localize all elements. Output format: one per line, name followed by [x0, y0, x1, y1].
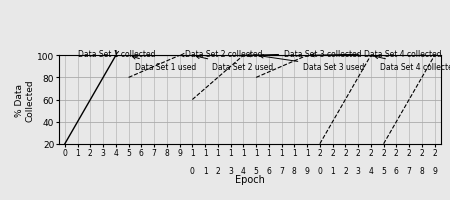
- Text: Data Set 3 collected: Data Set 3 collected: [247, 50, 362, 59]
- Text: 0: 0: [317, 166, 322, 175]
- Text: 6: 6: [394, 166, 399, 175]
- Text: Data Set 4 collected: Data Set 4 collected: [311, 50, 442, 59]
- Text: 3: 3: [228, 166, 233, 175]
- Text: 8: 8: [292, 166, 297, 175]
- Text: 9: 9: [432, 166, 437, 175]
- Text: 1: 1: [330, 166, 335, 175]
- Text: 5: 5: [254, 166, 259, 175]
- Text: 7: 7: [407, 166, 412, 175]
- Text: 5: 5: [381, 166, 386, 175]
- Text: 2: 2: [216, 166, 220, 175]
- Text: 1: 1: [203, 166, 207, 175]
- Text: 4: 4: [241, 166, 246, 175]
- Text: Data Set 1 used: Data Set 1 used: [132, 57, 196, 72]
- Text: Data Set 4 collected: Data Set 4 collected: [375, 56, 450, 72]
- Text: Data Set 1 collected: Data Set 1 collected: [77, 50, 155, 59]
- Y-axis label: % Data
Collected: % Data Collected: [15, 79, 34, 121]
- Text: 9: 9: [305, 166, 310, 175]
- Text: 0: 0: [190, 166, 195, 175]
- Text: Data Set 3 used: Data Set 3 used: [260, 55, 364, 72]
- Text: Data Set 2 collected: Data Set 2 collected: [181, 50, 262, 59]
- Text: 3: 3: [356, 166, 360, 175]
- Text: 8: 8: [419, 166, 424, 175]
- X-axis label: Epoch: Epoch: [235, 174, 265, 184]
- Text: 6: 6: [266, 166, 271, 175]
- Text: Data Set 2 used: Data Set 2 used: [196, 56, 273, 72]
- Text: 2: 2: [343, 166, 348, 175]
- Text: 7: 7: [279, 166, 284, 175]
- Text: 4: 4: [369, 166, 373, 175]
